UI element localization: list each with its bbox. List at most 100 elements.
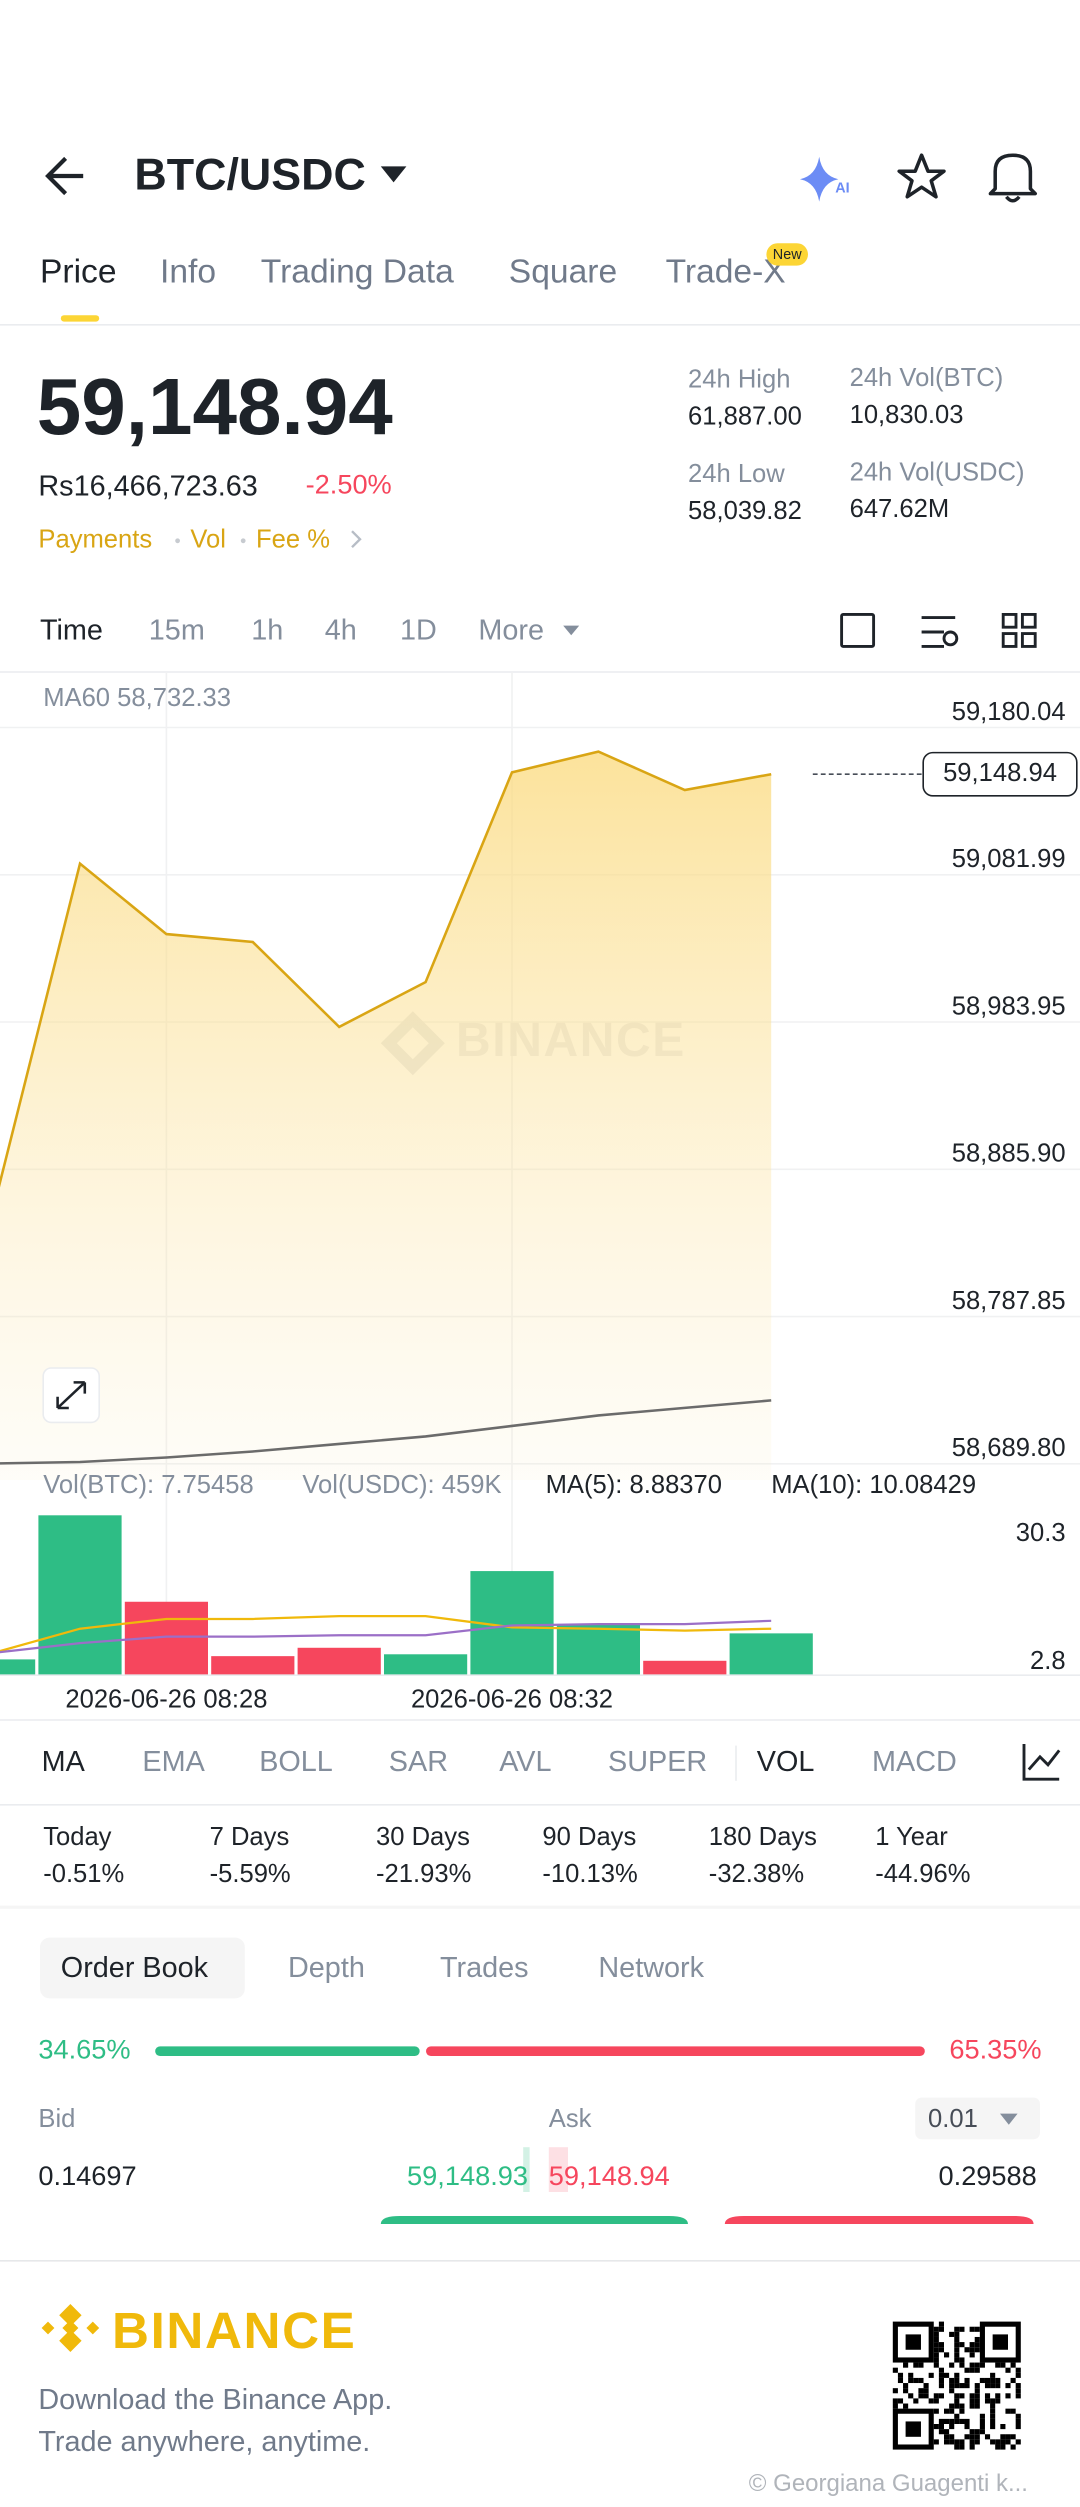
depth-bar — [523, 2147, 530, 2192]
qr-module — [933, 2326, 939, 2332]
x-tick-label: 2026-06-26 08:32 — [411, 1686, 613, 1714]
qr-finder — [905, 2334, 921, 2350]
favorite-button[interactable] — [897, 153, 946, 199]
qr-module — [964, 2418, 970, 2424]
qr-module — [954, 2403, 960, 2409]
volume-bar — [556, 1624, 640, 1676]
interval[interactable]: 1h — [251, 615, 283, 647]
volume-bar — [384, 1654, 468, 1676]
bid-ratio-bar — [155, 2046, 420, 2056]
qr-module — [974, 2326, 980, 2332]
qr-module — [1010, 2377, 1016, 2384]
qr-module — [944, 2372, 950, 2378]
qr-module — [1010, 2434, 1016, 2440]
indicator[interactable]: MACD — [872, 1746, 957, 1778]
tab[interactable]: Trade-X — [666, 253, 786, 290]
qr-module — [949, 2388, 955, 2394]
qr-module — [954, 2377, 960, 2384]
qr-module — [1000, 2434, 1006, 2440]
qr-module — [979, 2413, 985, 2419]
period-label: 30 Days — [376, 1823, 470, 1851]
tab[interactable]: Trading Data — [261, 253, 454, 290]
period-change: -10.13% — [542, 1860, 637, 1888]
qr-module — [959, 2418, 965, 2424]
orderbook-tab[interactable]: Order Book — [61, 1952, 209, 1984]
indicator[interactable]: EMA — [142, 1746, 205, 1778]
tab[interactable]: Price — [40, 253, 117, 290]
qr-module — [903, 2403, 909, 2409]
qr-module — [908, 2393, 914, 2399]
tab[interactable]: Info — [160, 253, 216, 290]
ai-icon[interactable] — [800, 156, 839, 202]
divider — [0, 1905, 1080, 1909]
back-button[interactable] — [45, 156, 84, 196]
indicator[interactable]: SAR — [389, 1746, 448, 1778]
orderbook-tab[interactable]: Trades — [440, 1952, 529, 1984]
interval[interactable]: 15m — [149, 615, 205, 647]
ask-ratio-bar — [426, 2046, 925, 2056]
indicator-settings[interactable] — [1022, 1744, 1061, 1781]
tool-icon[interactable] — [1001, 612, 1037, 648]
qr-module — [944, 2429, 950, 2435]
qr-module — [990, 2403, 996, 2409]
bid-qty: 0.14697 — [38, 2160, 136, 2191]
link[interactable]: Fee % — [256, 526, 330, 554]
period-change: -5.59% — [210, 1860, 291, 1888]
indicator[interactable]: SUPER — [608, 1746, 707, 1778]
period-label: Today — [43, 1823, 111, 1851]
link[interactable]: Payments — [38, 526, 152, 554]
buy-button[interactable] — [380, 2216, 688, 2224]
interval[interactable]: Time — [40, 615, 103, 647]
qr-module — [954, 2439, 960, 2445]
volume-bar — [729, 1633, 813, 1676]
period-label: 180 Days — [709, 1823, 817, 1851]
sell-button[interactable] — [724, 2216, 1034, 2224]
qr-module — [892, 2388, 898, 2394]
interval[interactable]: 4h — [325, 615, 357, 647]
performance: Today -0.51% 7 Days -5.59% 30 Days -21.93% 90 … — [43, 1823, 970, 1888]
qr-module — [959, 2403, 965, 2409]
qr-module — [1000, 2439, 1006, 2445]
period-change: -0.51% — [43, 1860, 124, 1888]
qr-module — [990, 2413, 996, 2419]
qr-module — [964, 2434, 970, 2440]
interval[interactable]: 1D — [400, 615, 437, 647]
tab[interactable]: Square — [509, 253, 617, 290]
qr-module — [938, 2429, 944, 2435]
interval[interactable]: More — [478, 615, 544, 647]
tool-icon[interactable] — [840, 612, 876, 648]
y-tick-label: 30.3 — [1016, 1519, 1066, 1547]
qr-module — [938, 2393, 944, 2399]
qr-module — [995, 2393, 1001, 2399]
qr-module — [949, 2418, 955, 2424]
qr-module — [974, 2398, 980, 2404]
qr-module — [949, 2377, 955, 2384]
indicator[interactable]: VOL — [757, 1746, 815, 1778]
ma-legend: MA(5): 8.88370 — [546, 1471, 722, 1499]
qr-module — [1005, 2367, 1011, 2373]
pair-dropdown[interactable] — [380, 166, 407, 183]
qr-module — [1000, 2444, 1006, 2450]
indicator[interactable]: MA — [42, 1746, 86, 1778]
qr-module — [954, 2398, 960, 2404]
indicator[interactable]: AVL — [499, 1746, 551, 1778]
qr-module — [923, 2393, 929, 2399]
qr-module — [995, 2439, 1001, 2445]
more-dropdown[interactable] — [563, 625, 580, 636]
orderbook-tab[interactable]: Depth — [288, 1952, 365, 1984]
volume-bar — [211, 1656, 295, 1676]
precision-select[interactable] — [915, 2097, 1040, 2140]
indicator[interactable]: BOLL — [259, 1746, 333, 1778]
qr-finder — [905, 2421, 921, 2437]
qr-module — [944, 2439, 950, 2445]
qr-module — [990, 2408, 996, 2414]
precision-dropdown — [1000, 2113, 1018, 2125]
qr-module — [954, 2444, 960, 2450]
alert-button[interactable] — [988, 153, 1037, 203]
link[interactable]: Vol — [190, 526, 226, 554]
tool-icon[interactable] — [921, 616, 956, 648]
qr-module — [974, 2429, 980, 2435]
pair-title[interactable]: BTC/USDC — [134, 149, 365, 199]
qr-module — [1000, 2362, 1006, 2368]
orderbook-tab[interactable]: Network — [598, 1952, 704, 1984]
